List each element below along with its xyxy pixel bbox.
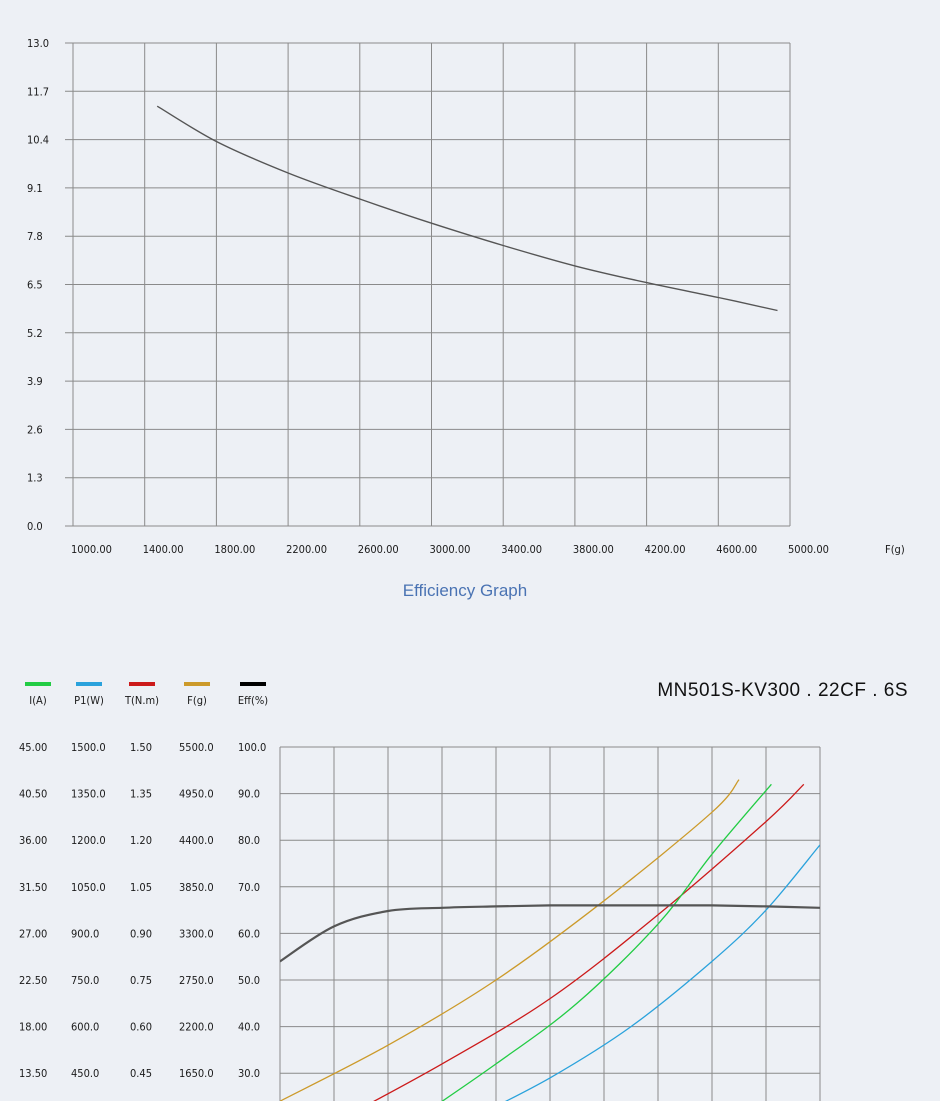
x-tick-label: 3800.00	[573, 543, 614, 556]
y-tick-label: 9.1	[27, 182, 43, 195]
y-tick-label-eff: 30.0	[238, 1067, 260, 1080]
series-curve-2	[441, 783, 772, 1101]
y-tick-label-p1w: 450.0	[71, 1067, 99, 1080]
y-tick-label-eff: 100.0	[238, 741, 266, 754]
y-tick-label-tnm: 0.45	[130, 1067, 152, 1080]
y-tick-label-fg: 5500.0	[179, 741, 214, 754]
x-tick-label: 4600.00	[716, 543, 757, 556]
y-tick-label-ia: 22.50	[19, 974, 47, 987]
y-tick-label: 1.3	[27, 472, 43, 485]
y-tick-label-p1w: 1200.0	[71, 834, 106, 847]
y-tick-label-ia: 18.00	[19, 1021, 47, 1034]
y-tick-label-tnm: 1.05	[130, 881, 152, 894]
y-tick-label-fg: 4950.0	[179, 788, 214, 801]
performance-grid	[279, 746, 821, 1101]
efficiency-grid	[65, 42, 791, 527]
legend-label: P1(W)	[74, 694, 104, 707]
y-tick-label-ia: 36.00	[19, 834, 47, 847]
legend-swatch	[25, 682, 51, 686]
x-tick-label: 5000.00	[788, 543, 829, 556]
y-tick-label: 11.7	[27, 85, 49, 98]
y-tick-label: 6.5	[27, 279, 43, 292]
y-tick-label: 2.6	[27, 423, 43, 436]
y-tick-label-fg: 3300.0	[179, 927, 214, 940]
legend-label: F(g)	[187, 694, 207, 707]
x-tick-label: 3000.00	[430, 543, 471, 556]
x-tick-label: 1400.00	[143, 543, 184, 556]
y-tick-label-tnm: 1.50	[130, 741, 152, 754]
legend-label: T(N.m)	[124, 694, 159, 707]
y-tick-label-p1w: 1500.0	[71, 741, 106, 754]
y-tick-label-p1w: 1050.0	[71, 881, 106, 894]
y-tick-label-tnm: 0.60	[130, 1021, 152, 1034]
legend-label: I(A)	[29, 694, 47, 707]
series-curve-4	[280, 904, 820, 963]
y-tick-label-eff: 40.0	[238, 1021, 260, 1034]
model-title: MN501S-KV300 . 22CF . 6S	[657, 680, 908, 701]
y-tick-label-fg: 4400.0	[179, 834, 214, 847]
series-curve-1	[373, 783, 805, 1101]
y-tick-label-eff: 80.0	[238, 834, 260, 847]
y-tick-label-tnm: 0.90	[130, 927, 152, 940]
y-tick-label: 13.0	[27, 37, 49, 50]
y-tick-label-tnm: 1.20	[130, 834, 152, 847]
x-tick-label: 1800.00	[214, 543, 255, 556]
legend-label: Eff(%)	[238, 694, 268, 707]
x-tick-label: 1000.00	[71, 543, 112, 556]
y-tick-label-ia: 31.50	[19, 881, 47, 894]
x-tick-label: 4200.00	[645, 543, 686, 556]
y-tick-label-tnm: 1.35	[130, 788, 152, 801]
series-curve-0	[280, 779, 740, 1101]
curves	[280, 779, 820, 1101]
legend-swatch	[76, 682, 102, 686]
y-tick-label-p1w: 750.0	[71, 974, 99, 987]
legend-swatch	[184, 682, 210, 686]
performance-chart: I(A) P1(W) T(N.m) F(g) Eff(%) MN501S-KV300 . …	[19, 680, 908, 1101]
y-tick-label-tnm: 0.75	[130, 974, 152, 987]
y-tick-label: 10.4	[27, 134, 49, 147]
y-tick-label-eff: 90.0	[238, 788, 260, 801]
legend-swatch	[129, 682, 155, 686]
y-tick-label-fg: 2200.0	[179, 1021, 214, 1034]
y-tick-label: 7.8	[27, 230, 43, 243]
y-tick-label-fg: 2750.0	[179, 974, 214, 987]
y-tick-label-ia: 13.50	[19, 1067, 47, 1080]
x-axis-label: F(g)	[885, 543, 905, 556]
y-tick-label-p1w: 600.0	[71, 1021, 99, 1034]
y-tick-label-ia: 45.00	[19, 741, 47, 754]
x-tick-label: 3400.00	[501, 543, 542, 556]
y-tick-label: 5.2	[27, 327, 43, 340]
y-tick-label-ia: 27.00	[19, 927, 47, 940]
y-tick-label-p1w: 900.0	[71, 927, 99, 940]
x-tick-label: 2600.00	[358, 543, 399, 556]
y-tick-label-fg: 3850.0	[179, 881, 214, 894]
efficiency-graph: 1000.00 1400.00 1800.00 2200.00 2600.00 3000.…	[27, 37, 905, 600]
series-curve-3	[505, 844, 820, 1101]
y-tick-label-eff: 60.0	[238, 927, 260, 940]
y-tick-label-eff: 70.0	[238, 881, 260, 894]
y-tick-label: 3.9	[27, 375, 43, 388]
y-tick-label-eff: 50.0	[238, 974, 260, 987]
chart-caption: Efficiency Graph	[403, 581, 527, 600]
y-tick-label-ia: 40.50	[19, 788, 47, 801]
legend-swatch	[240, 682, 266, 686]
y-tick-label-fg: 1650.0	[179, 1067, 214, 1080]
x-tick-label: 2200.00	[286, 543, 327, 556]
y-tick-label: 0.0	[27, 520, 43, 533]
efficiency-curve	[156, 105, 778, 312]
y-tick-label-p1w: 1350.0	[71, 788, 106, 801]
